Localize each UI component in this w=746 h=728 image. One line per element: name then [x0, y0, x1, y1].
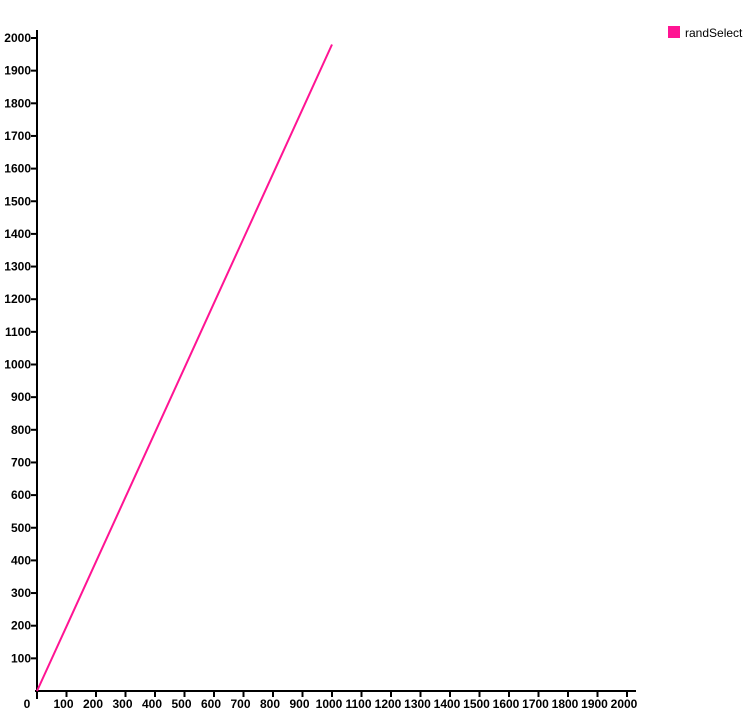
y-tick-label: 1900: [4, 64, 31, 78]
legend-label-randselect: randSelect: [685, 26, 743, 40]
y-tick-label: 800: [11, 423, 31, 437]
legend: randSelect: [668, 26, 743, 40]
y-tick-label: 1300: [4, 260, 31, 274]
x-tick-label: 1900: [581, 697, 608, 711]
y-tick-label: 600: [11, 488, 31, 502]
y-tick-label: 100: [11, 651, 31, 665]
y-tick-label: 1700: [4, 129, 31, 143]
x-tick-label: 1200: [375, 697, 402, 711]
x-tick-label: 1700: [522, 697, 549, 711]
y-axis: 100 200 300 400 500 600 700 800 900 1000 1100 1200 1…: [4, 30, 38, 699]
y-tick-label: 1800: [4, 96, 31, 110]
series-group: [36, 44, 333, 692]
y-tick-label: 500: [11, 521, 31, 535]
x-axis: 100 200 300 400 500 600 700 800 900 1000 1100 1200 1…: [35, 690, 638, 711]
x-tick-label: 800: [260, 697, 280, 711]
y-tick-label: 1000: [4, 358, 31, 372]
x-tick-label: 200: [83, 697, 103, 711]
y-tick-label: 900: [11, 390, 31, 404]
x-tick-label: 900: [289, 697, 309, 711]
y-tick-label: 700: [11, 455, 31, 469]
x-tick-label: 700: [230, 697, 250, 711]
y-tick-label: 200: [11, 619, 31, 633]
x-tick-label: 1600: [493, 697, 520, 711]
x-tick-label: 600: [201, 697, 221, 711]
y-tick-label: 1100: [5, 325, 31, 339]
y-tick-label: 300: [11, 586, 31, 600]
y-tick-label: 1500: [4, 194, 31, 208]
legend-swatch-randselect: [668, 26, 680, 38]
y-tick-label: 400: [11, 553, 31, 567]
x-tick-label: 1800: [552, 697, 579, 711]
x-tick-label: 2000: [611, 697, 638, 711]
x-tick-label: 500: [171, 697, 191, 711]
x-tick-label: 1400: [434, 697, 461, 711]
x-tick-label: 100: [53, 697, 73, 711]
origin-label: 0: [24, 697, 31, 711]
x-tick-label: 400: [142, 697, 162, 711]
y-tick-label: 1600: [4, 162, 31, 176]
y-tick-label: 2000: [4, 31, 31, 45]
series-line-randselect: [36, 44, 333, 692]
y-tick-label: 1400: [4, 227, 31, 241]
x-tick-label: 1300: [404, 697, 431, 711]
x-tick-label: 1100: [345, 697, 371, 711]
x-tick-label: 1500: [463, 697, 490, 711]
x-tick-label: 1000: [316, 697, 343, 711]
x-tick-label: 300: [112, 697, 132, 711]
y-tick-label: 1200: [4, 292, 31, 306]
